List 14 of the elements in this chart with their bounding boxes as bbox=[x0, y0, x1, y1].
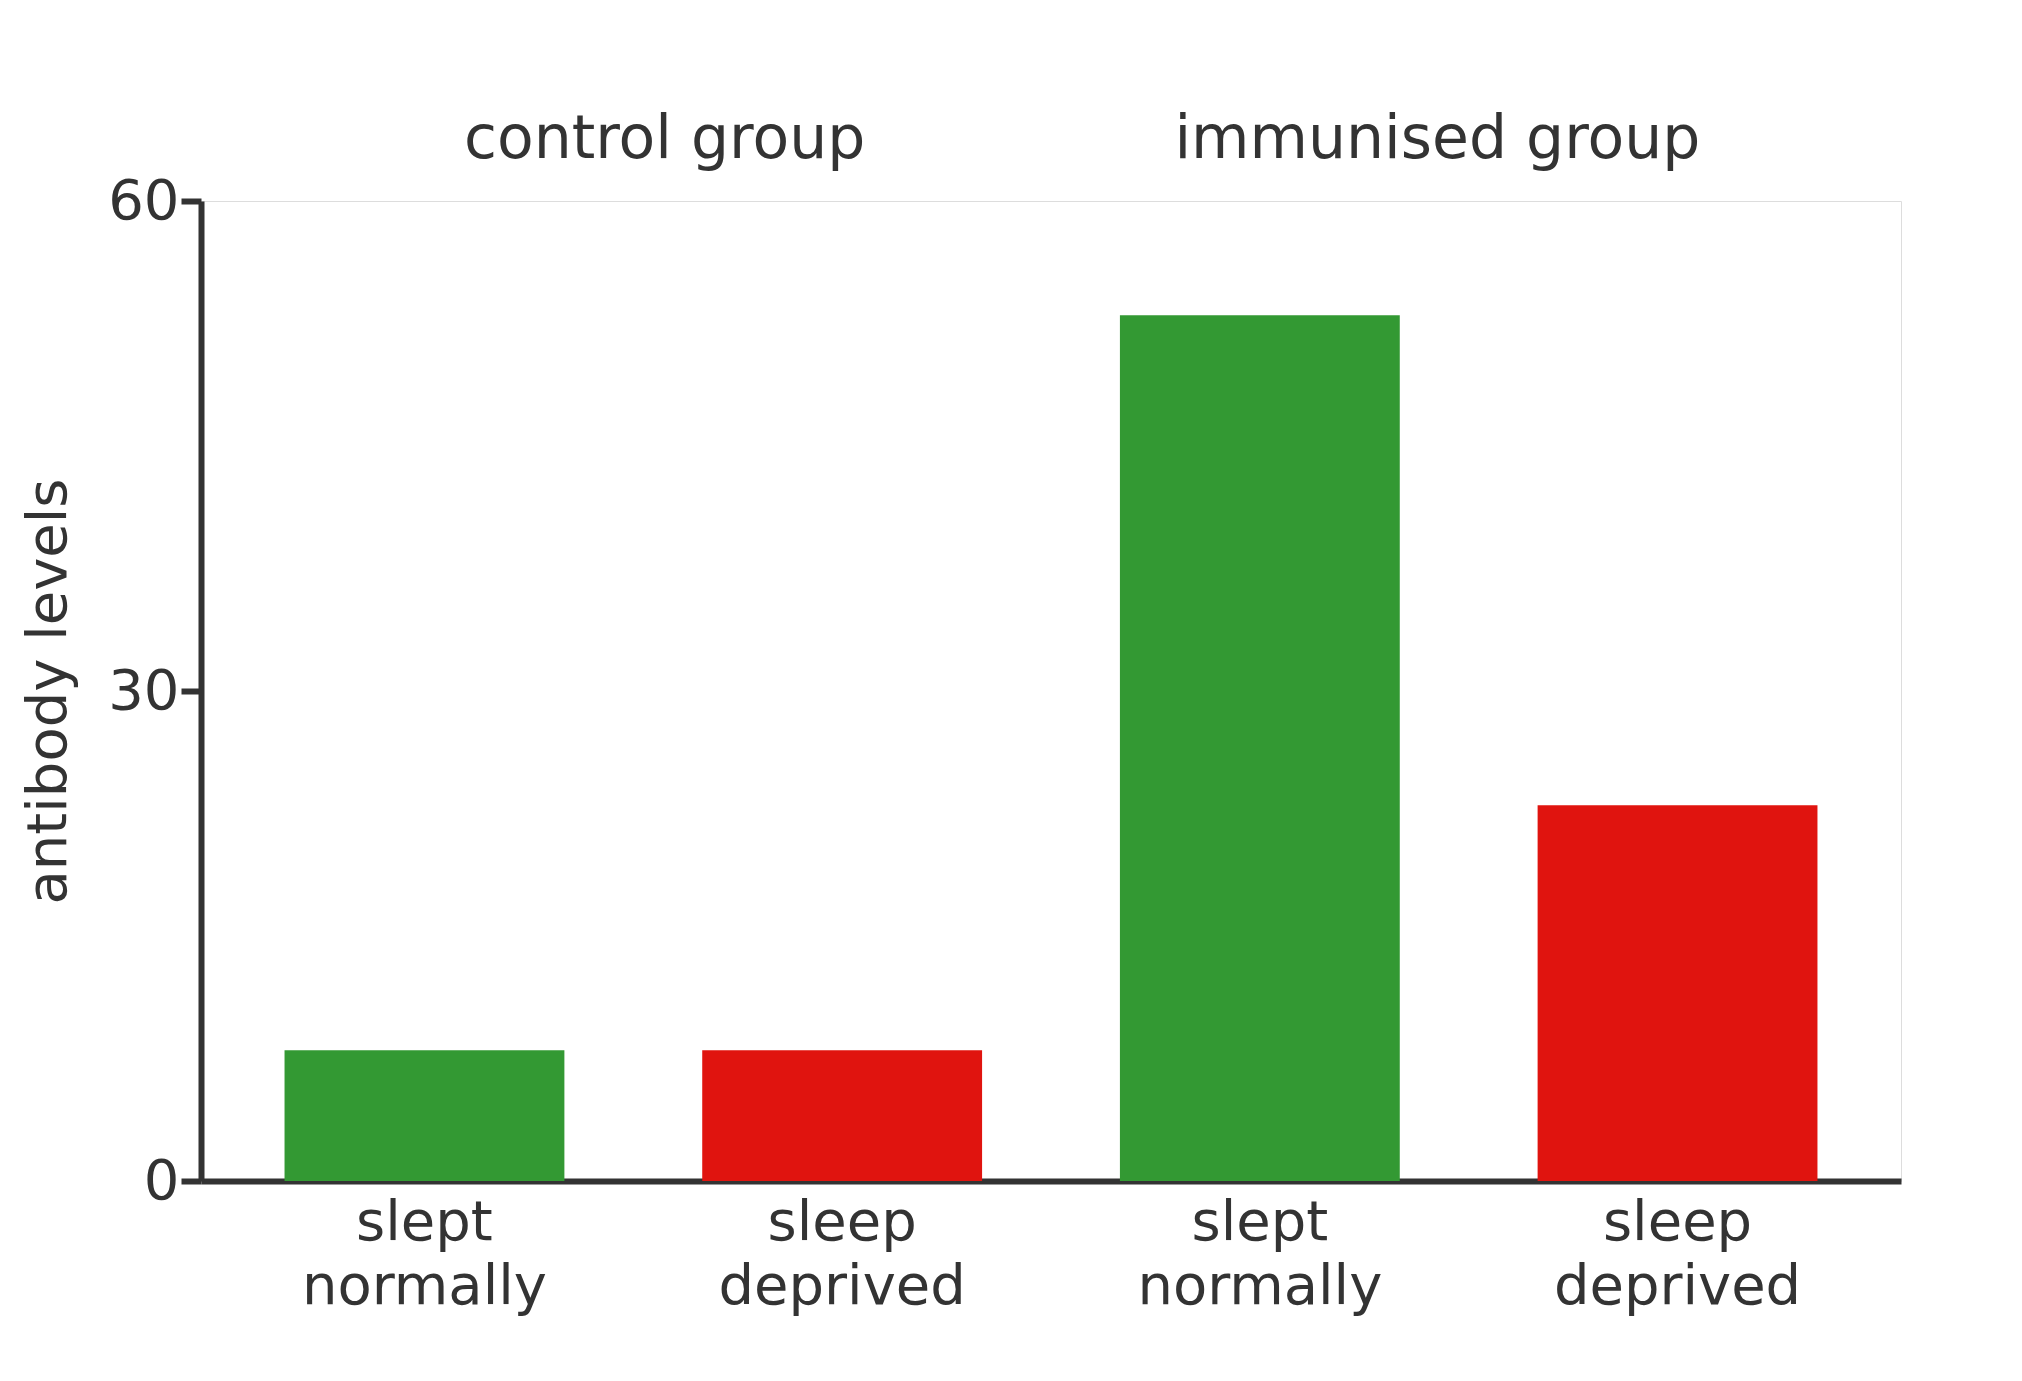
x-tick-label: sleep deprived bbox=[1553, 1187, 1802, 1317]
bar bbox=[1119, 315, 1400, 1181]
y-tick-label: 60 bbox=[108, 166, 180, 232]
bar bbox=[1537, 805, 1818, 1181]
y-axis-title: antibody levels bbox=[14, 478, 80, 905]
x-tick-label: slept normally bbox=[302, 1187, 547, 1317]
x-tick-label: slept normally bbox=[1137, 1187, 1383, 1317]
bar bbox=[284, 1050, 565, 1181]
text: immunised group bbox=[1174, 102, 1701, 172]
bar bbox=[702, 1050, 983, 1181]
y-tick-label: 0 bbox=[143, 1146, 180, 1212]
x-tick-label: sleep deprived bbox=[718, 1187, 966, 1317]
text: control group bbox=[463, 102, 866, 172]
y-tick-label: 30 bbox=[108, 656, 180, 722]
